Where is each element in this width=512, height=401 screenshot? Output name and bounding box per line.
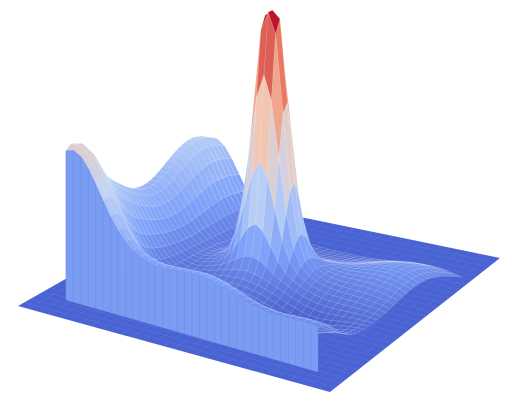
surface-side-wall [310, 323, 319, 373]
base-grid-line [319, 255, 491, 390]
surface-side-wall [88, 168, 96, 309]
surface-side-wall [102, 200, 111, 313]
surface-side-wall [95, 184, 104, 311]
surface-patch [395, 288, 408, 298]
surface-side-wall [73, 150, 82, 305]
surface-side-wall [258, 307, 267, 358]
surface-side-wall [288, 317, 296, 366]
surface-side-wall [228, 290, 237, 349]
surface-side-wall [154, 264, 163, 328]
surface-patch [420, 272, 433, 280]
surface-side-wall [117, 229, 126, 318]
surface-side-wall [80, 155, 89, 307]
surface-side-wall [147, 261, 156, 326]
surface-side-wall [221, 285, 230, 347]
surface-side-wall [184, 271, 193, 337]
surface-patch [382, 301, 395, 310]
surface-mesh [65, 9, 463, 373]
surface-patch [369, 313, 382, 321]
surface-patch [390, 292, 403, 302]
surface-patch [441, 272, 454, 277]
surface-side-wall [162, 267, 170, 330]
surface-side-wall [251, 304, 259, 356]
surface-patch [386, 296, 399, 306]
surface-side-wall [132, 250, 141, 322]
surface-side-wall [243, 299, 252, 354]
surface-side-wall [265, 310, 274, 360]
surface-side-wall [236, 295, 245, 352]
surface-side-wall [206, 278, 215, 343]
surface-side-wall [169, 269, 178, 333]
surface-patch [446, 272, 458, 277]
surface-side-wall [176, 270, 185, 335]
surface-side-wall [125, 241, 133, 320]
surface-patch [323, 323, 335, 329]
surface-side-wall [110, 216, 119, 316]
surface-side-wall [65, 150, 74, 303]
surface-patch [361, 320, 374, 327]
surface-side-wall [295, 319, 304, 369]
surface-side-wall [139, 256, 148, 324]
surface-side-wall [302, 321, 311, 371]
surface-patch [335, 331, 348, 335]
surface-side-wall [280, 315, 289, 364]
surface-side-wall [273, 313, 282, 362]
surface-side-wall [191, 273, 200, 339]
surface-side-wall [199, 275, 208, 341]
surface-patch [365, 317, 378, 324]
surface-side-wall [214, 281, 222, 345]
